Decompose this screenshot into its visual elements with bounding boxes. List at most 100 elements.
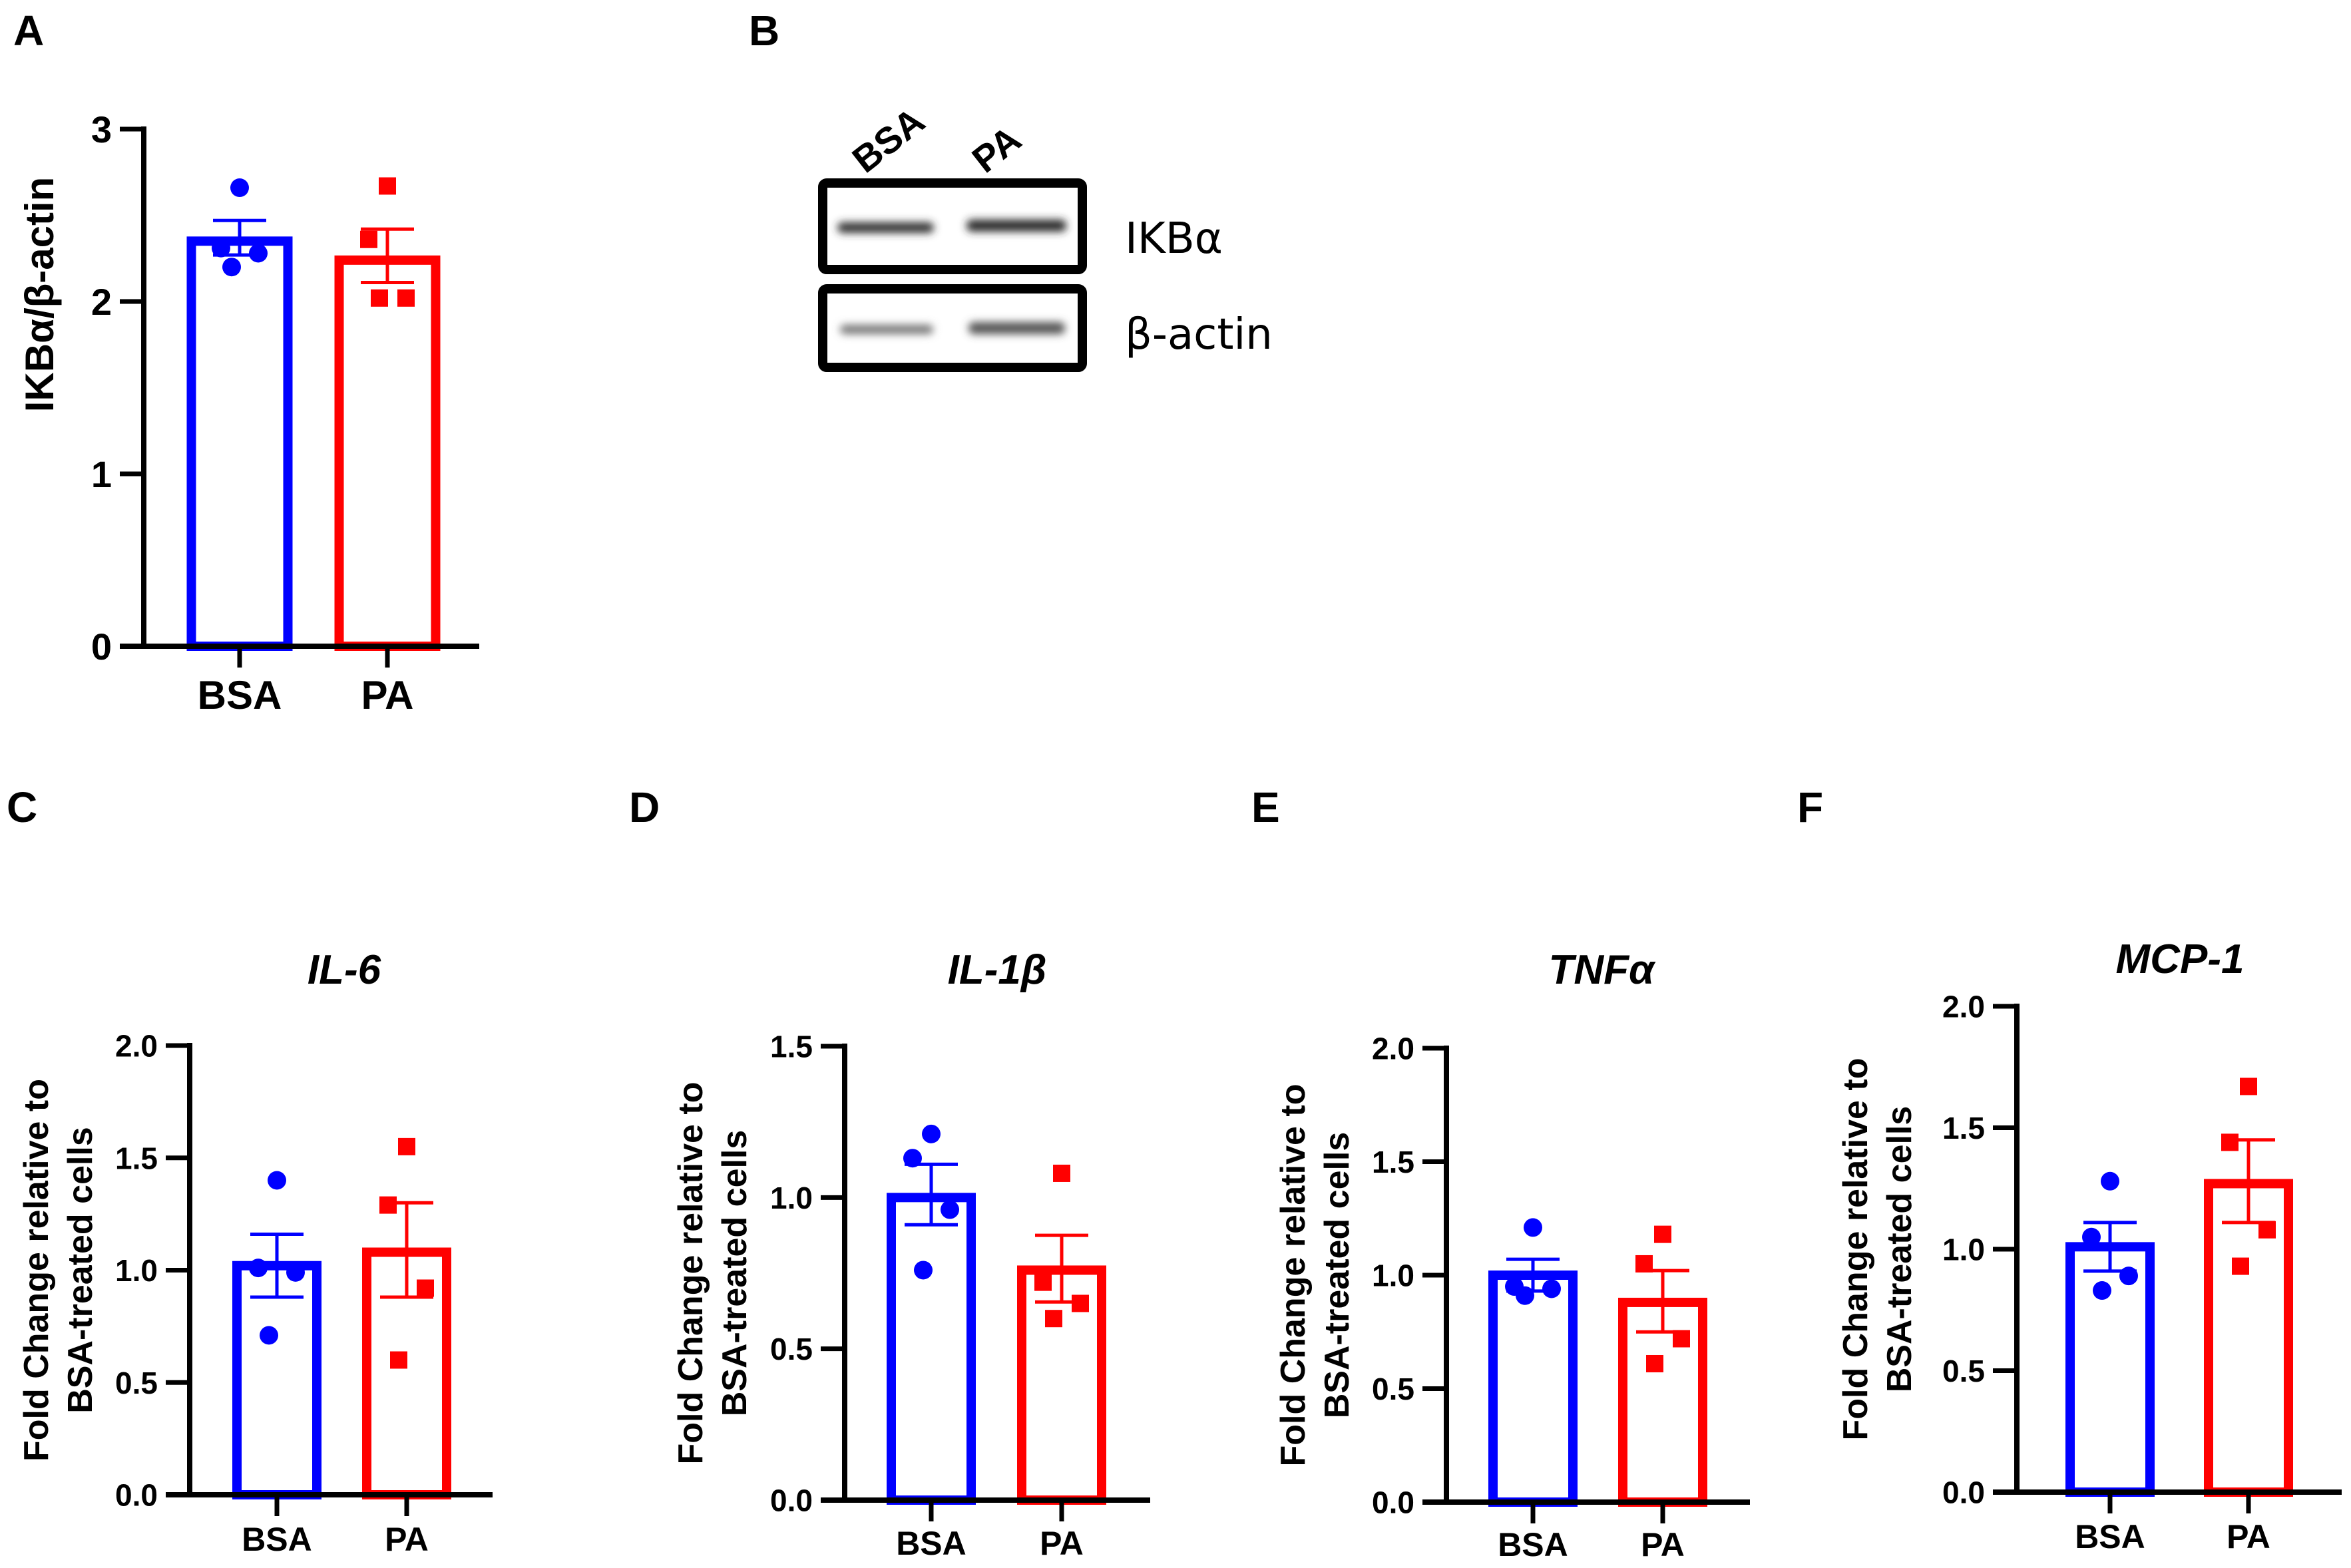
data-point-bsa <box>2093 1281 2111 1300</box>
bar-bsa <box>887 1193 976 1505</box>
x-tick-label-bsa: BSA <box>198 673 282 717</box>
data-point-bsa <box>2101 1171 2119 1191</box>
data-point-bsa <box>212 238 230 258</box>
data-point-pa <box>360 230 377 248</box>
panel-letter-d: D <box>629 783 660 831</box>
y-tick-label: 2.0 <box>115 1029 158 1064</box>
data-point-pa <box>371 289 388 307</box>
data-point-pa <box>379 177 396 195</box>
y-axis-label-line-1: Fold Change relative to <box>1836 1058 1875 1441</box>
y-axis-label-line-2: BSA-treated cells <box>61 1127 100 1414</box>
data-point-bsa <box>1542 1279 1561 1298</box>
bar-bsa <box>186 236 293 652</box>
bar-bsa <box>232 1261 321 1499</box>
y-tick-label: 0.5 <box>770 1332 813 1366</box>
chart-title: IL-1β <box>948 947 1047 993</box>
data-point-bsa <box>268 1171 286 1190</box>
data-point-bsa <box>903 1149 922 1168</box>
y-axis-label-line-1: Fold Change relative to <box>1274 1084 1313 1467</box>
chart-title: IL-6 <box>308 947 381 993</box>
y-tick-label: 0.0 <box>1942 1475 1985 1510</box>
blot-band-actin-pa <box>968 322 1065 334</box>
data-point-bsa <box>941 1200 959 1219</box>
y-tick-label: 0.0 <box>770 1483 813 1518</box>
x-tick-label-bsa: BSA <box>1498 1526 1568 1563</box>
x-tick-label-pa: PA <box>1040 1525 1084 1562</box>
y-axis-label-line-1: Fold Change relative to <box>17 1079 56 1462</box>
y-tick-label: 2 <box>91 281 112 323</box>
x-tick-label-bsa: BSA <box>242 1521 312 1558</box>
x-tick-label-pa: PA <box>361 673 414 717</box>
panel-letter-c: C <box>7 783 37 831</box>
bar-pa <box>1017 1265 1106 1505</box>
bar-bsa <box>1488 1271 1578 1507</box>
data-point-bsa <box>286 1263 305 1282</box>
chart-title: MCP-1 <box>2116 936 2244 982</box>
data-point-pa <box>397 289 415 307</box>
y-axis-label-line-2: BSA-treated cells <box>716 1130 754 1417</box>
blot-lane-label-bsa: BSA <box>845 99 933 180</box>
y-tick-label: 1 <box>91 453 112 495</box>
blot-box-ikba <box>818 178 1087 274</box>
y-tick-label: 0.5 <box>1942 1354 1985 1388</box>
panel-letter-e: E <box>1251 783 1280 831</box>
data-point-pa <box>390 1351 407 1369</box>
y-tick-label: 1.0 <box>115 1253 158 1288</box>
panel-letter-a: A <box>13 7 44 55</box>
y-tick-label: 1.5 <box>115 1141 158 1175</box>
data-point-pa <box>2240 1078 2257 1095</box>
data-point-bsa <box>1524 1218 1542 1237</box>
blot-lane-label-pa: PA <box>964 117 1029 180</box>
y-tick-label: 0.5 <box>1372 1372 1414 1406</box>
y-tick-label: 0.0 <box>1372 1485 1414 1520</box>
data-point-pa <box>2258 1221 2276 1239</box>
y-axis-label-line-1: Fold Change relative to <box>672 1082 710 1465</box>
y-tick-label: 0.0 <box>115 1478 158 1513</box>
chart-panel-a: BSA PA 0 1 2 3 IKBα/β-actin <box>17 108 479 717</box>
data-point-bsa <box>922 1124 941 1143</box>
x-tick-label-bsa: BSA <box>2075 1518 2145 1555</box>
blot-label-actin: β-actin <box>1125 310 1273 359</box>
y-tick-label: 3 <box>91 108 112 150</box>
y-tick-label: 1.5 <box>770 1030 813 1064</box>
data-point-bsa <box>222 258 241 277</box>
data-point-bsa <box>249 244 268 263</box>
blot-band-actin-bsa <box>840 325 933 334</box>
chart-panel-d: IL-1β BSA PA 0.0 0.5 1.0 1.5 Fold Change relati… <box>672 947 1150 1562</box>
bar-pa <box>334 255 441 651</box>
data-point-pa <box>1034 1273 1052 1291</box>
blot-band-ikba-pa <box>966 220 1066 232</box>
data-point-pa <box>1646 1354 1663 1372</box>
x-tick-label-bsa: BSA <box>896 1525 966 1562</box>
blot-box-actin <box>818 284 1087 372</box>
chart-panel-e: TNFα BSA PA 0.0 0.5 1.0 1.5 2.0 Fold Change rela… <box>1274 947 1750 1563</box>
data-point-bsa <box>260 1326 278 1345</box>
x-tick-label-pa: PA <box>1641 1526 1685 1563</box>
data-point-pa <box>1673 1330 1690 1348</box>
data-point-pa <box>2221 1133 2239 1151</box>
y-axis-label: IKBα/β-actin <box>17 177 62 413</box>
chart-panel-f: MCP-1 BSA PA 0.0 0.5 1.0 1.5 2.0 Fold Change rel… <box>1836 936 2342 1555</box>
y-tick-label: 0.5 <box>115 1366 158 1400</box>
data-point-bsa <box>2082 1227 2101 1247</box>
data-point-bsa <box>2119 1267 2138 1286</box>
data-point-bsa <box>914 1261 933 1280</box>
western-blot: BSA PA IKBα β-actin <box>818 99 1273 372</box>
data-point-bsa <box>249 1259 268 1278</box>
y-tick-label: 2.0 <box>1942 990 1985 1024</box>
bar-bsa <box>2065 1242 2155 1497</box>
bar-pa <box>2204 1179 2293 1497</box>
data-point-pa <box>1072 1294 1089 1312</box>
blot-band-ikba-bsa <box>837 222 934 233</box>
data-point-pa <box>379 1196 397 1214</box>
x-tick-label-pa: PA <box>385 1521 429 1558</box>
y-tick-label: 1.5 <box>1372 1145 1414 1179</box>
data-point-pa <box>1654 1225 1671 1243</box>
data-point-pa <box>1635 1255 1653 1273</box>
panel-letter-b: B <box>749 7 779 55</box>
blot-label-ikba: IKBα <box>1125 214 1223 264</box>
y-tick-label: 1.0 <box>1372 1259 1414 1293</box>
data-point-bsa <box>230 178 249 198</box>
y-tick-label: 0 <box>91 626 112 668</box>
